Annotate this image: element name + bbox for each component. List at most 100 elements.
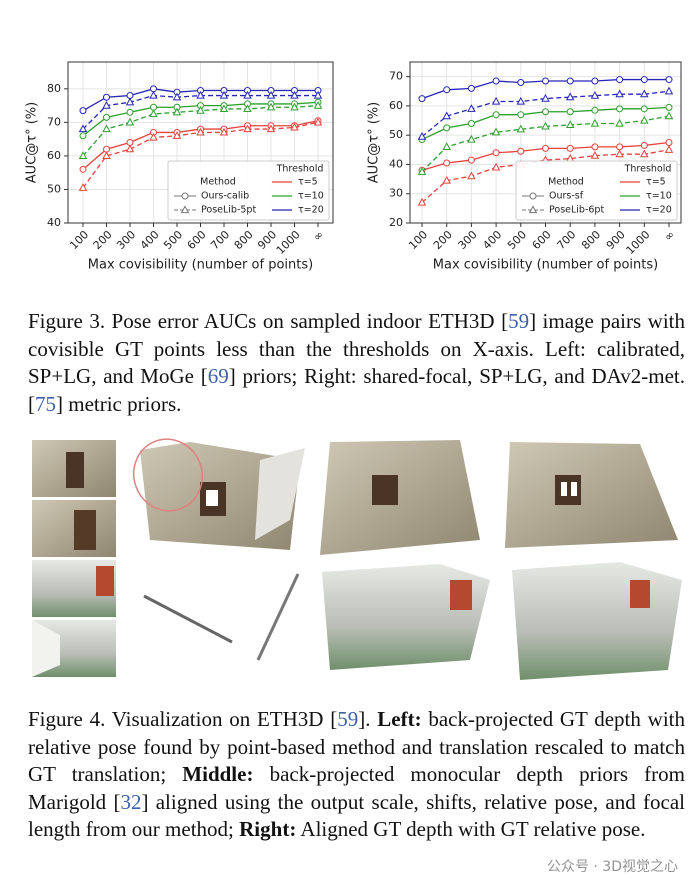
y-tick-label: 70	[47, 115, 61, 128]
marker	[103, 113, 110, 121]
series-line	[421, 90, 670, 138]
marker	[78, 183, 88, 191]
caption-text: ] metric priors.	[56, 391, 182, 416]
y-tick-label: 20	[389, 216, 403, 229]
x-tick-label: ∞	[311, 228, 327, 244]
marker	[566, 108, 574, 116]
marker	[664, 111, 674, 120]
reference[interactable]: 69	[207, 364, 229, 388]
marker	[591, 143, 599, 151]
marker	[266, 90, 276, 99]
caption-text: Figure 4. Visualization on ETH3D [	[28, 707, 338, 731]
marker	[313, 90, 323, 99]
reference[interactable]: 59	[337, 707, 359, 731]
figure-3-caption: Figure 3. Pose error AUCs on sampled ind…	[28, 308, 685, 418]
x-tick-label: 1000	[624, 228, 653, 257]
marker	[443, 159, 451, 167]
y-axis-label: AUC@τ° (%)	[25, 102, 40, 183]
bold-text: Left:	[377, 707, 422, 731]
marker	[491, 127, 501, 136]
marker	[467, 84, 475, 92]
legend-title: Method	[548, 177, 584, 188]
marker	[126, 108, 134, 116]
marker	[467, 156, 475, 164]
legend-title: Method	[200, 177, 236, 188]
marker	[219, 104, 229, 113]
x-tick-label: 300	[114, 228, 138, 252]
marker	[565, 120, 575, 129]
marker	[243, 90, 252, 99]
y-axis-label: AUC@τ° (%)	[367, 102, 382, 183]
marker	[492, 111, 500, 119]
marker	[290, 102, 299, 111]
figure-4-caption: Figure 4. Visualization on ETH3D [59]. L…	[28, 706, 685, 844]
y-tick-label: 50	[389, 128, 403, 141]
marker	[590, 91, 600, 99]
marker	[664, 145, 674, 153]
marker	[517, 147, 525, 155]
marker	[443, 86, 451, 94]
x-axis-label: Max covisibility (number of points)	[433, 258, 658, 273]
marker	[196, 90, 205, 99]
marker	[590, 118, 600, 127]
thumbnails	[32, 440, 116, 677]
marker	[172, 107, 182, 116]
marker	[566, 77, 574, 85]
y-tick-label: 40	[47, 216, 61, 229]
marker	[492, 77, 500, 85]
marker	[219, 90, 229, 99]
x-tick-label: 500	[505, 228, 529, 252]
marker	[665, 103, 673, 111]
marker	[102, 151, 111, 160]
marker	[492, 149, 500, 157]
caption-text: back-projected monocular depth priors fr…	[28, 762, 685, 814]
y-tick-label: 30	[389, 187, 403, 200]
marker	[266, 124, 276, 133]
marker	[542, 77, 549, 85]
marker	[590, 151, 600, 159]
marker	[591, 77, 599, 85]
x-tick-label: 1000	[274, 228, 303, 257]
marker	[528, 205, 538, 214]
legend-box	[167, 160, 330, 221]
reference[interactable]: 32	[120, 789, 142, 814]
legend-label: PoseLib-5pt	[201, 205, 256, 216]
marker	[196, 105, 205, 114]
marker	[664, 86, 674, 95]
marker	[149, 109, 158, 118]
marker	[313, 100, 323, 109]
plot-frame	[409, 61, 682, 224]
marker	[542, 144, 549, 152]
marker	[516, 96, 526, 105]
legend-label: τ=10	[298, 191, 324, 202]
reference[interactable]: 75	[35, 391, 56, 416]
marker	[79, 165, 87, 173]
caption-text: ] priors; Right: shared-focal, SP+LG, an…	[28, 364, 686, 416]
marker	[79, 132, 87, 140]
reference[interactable]: 59	[508, 309, 530, 333]
bold-text: Middle:	[182, 762, 254, 786]
legend-title: Threshold	[276, 164, 324, 175]
marker	[266, 102, 276, 111]
legend-box	[515, 160, 678, 221]
marker	[78, 124, 88, 133]
marker	[180, 205, 190, 214]
marker	[290, 122, 299, 131]
bold-text: Right:	[239, 817, 297, 841]
marker	[467, 171, 476, 180]
marker	[125, 97, 135, 106]
x-tick-label: 700	[208, 228, 232, 252]
legend-label: Ours-calib	[201, 191, 249, 202]
marker	[542, 108, 549, 116]
marker	[665, 76, 673, 84]
marker	[243, 104, 252, 113]
x-tick-label: 500	[161, 228, 185, 252]
marker	[541, 121, 550, 130]
marker	[529, 192, 537, 200]
marker	[181, 192, 189, 200]
x-tick-label: ∞	[662, 228, 678, 244]
marker	[196, 127, 205, 136]
marker	[442, 142, 451, 150]
marker	[616, 143, 624, 151]
caption-text: back-projected GT depth with relative po…	[28, 707, 685, 786]
